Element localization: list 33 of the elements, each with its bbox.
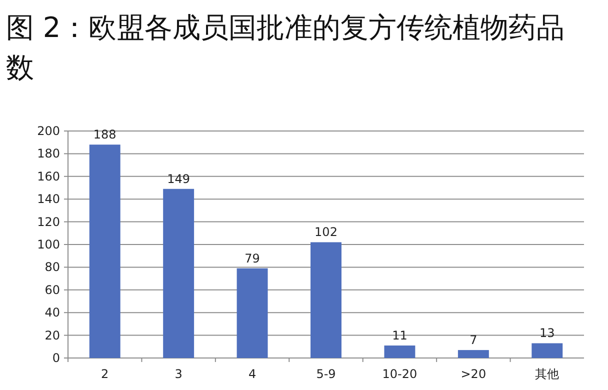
- y-tick-label: 200: [37, 124, 60, 138]
- y-tick-label: 40: [44, 306, 60, 320]
- data-label: 102: [314, 225, 338, 240]
- y-tick-label: 120: [37, 214, 60, 229]
- y-tick-label: 20: [44, 328, 60, 342]
- x-tick-label: 3: [174, 367, 182, 381]
- data-label: 149: [167, 172, 190, 186]
- data-label: 11: [392, 328, 408, 343]
- y-tick-label: 60: [44, 282, 60, 297]
- y-tick-label: 80: [44, 260, 60, 274]
- bar: [89, 144, 120, 358]
- data-label: 7: [470, 333, 478, 348]
- x-tick-label: 其他: [535, 367, 560, 381]
- bar: [458, 350, 489, 358]
- y-tick-label: 180: [37, 146, 60, 161]
- bar: [236, 268, 268, 358]
- data-label: 188: [93, 128, 116, 142]
- bar: [532, 343, 563, 358]
- bar: [384, 346, 416, 358]
- x-tick-label: 2: [101, 367, 109, 381]
- data-label: 13: [540, 326, 555, 340]
- y-tick-label: 100: [37, 238, 60, 252]
- x-tick-label: >20: [460, 367, 486, 381]
- y-tick-label: 0: [52, 351, 60, 365]
- y-tick-label: 140: [37, 192, 60, 206]
- bar: [163, 188, 194, 358]
- y-tick-label: 160: [37, 169, 60, 184]
- x-tick-label: 5-9: [316, 367, 336, 381]
- bar: [310, 242, 342, 358]
- chart-title: 图 2：欧盟各成员国批准的复方传统植物药品数: [6, 10, 566, 86]
- x-tick-label: 4: [248, 367, 256, 381]
- x-tick-label: 10-20: [382, 367, 418, 381]
- data-label: 79: [244, 251, 260, 266]
